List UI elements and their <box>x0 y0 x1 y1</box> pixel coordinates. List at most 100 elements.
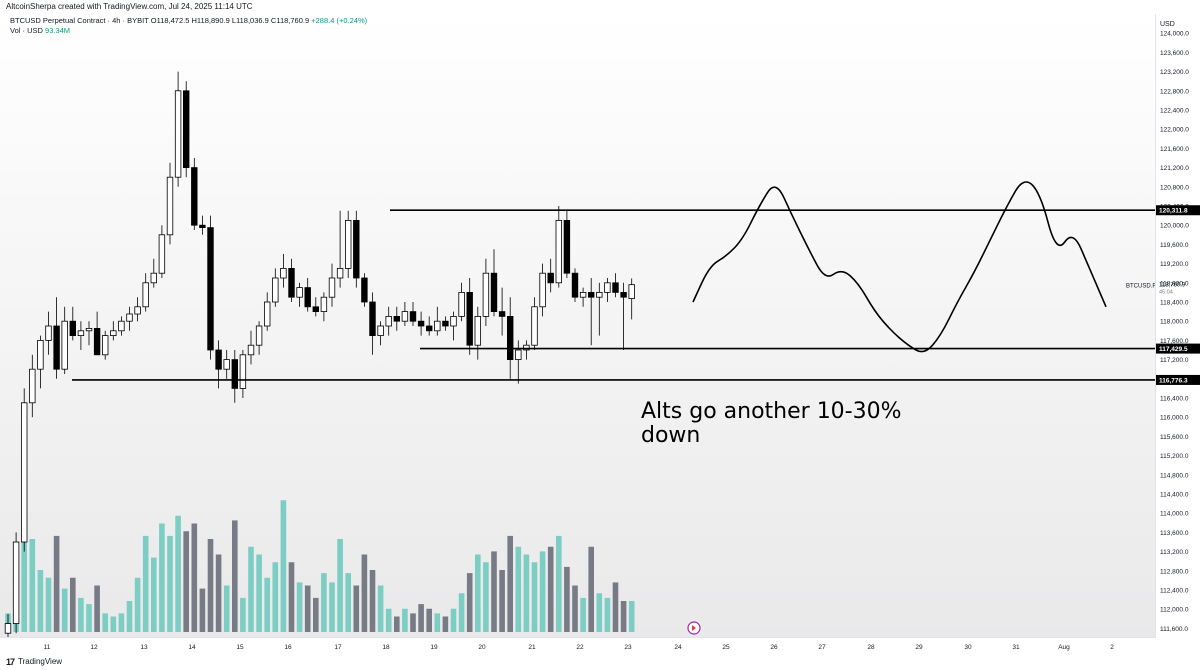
candle-body <box>401 311 409 322</box>
candle-body <box>272 277 279 303</box>
annotation-line-2: down <box>641 423 701 448</box>
level-price-tag <box>1156 374 1200 385</box>
volume-bar <box>151 557 157 632</box>
volume-bar <box>596 593 603 632</box>
candle <box>312 297 319 317</box>
replay-icon[interactable] <box>687 621 701 635</box>
candle <box>53 297 60 379</box>
candle <box>450 311 457 341</box>
text-annotation[interactable]: Alts go another 10-30% down <box>641 400 941 448</box>
candle-body <box>110 330 117 336</box>
candle <box>93 311 101 356</box>
price-tick-label: 116,000.0 <box>1160 415 1189 422</box>
volume-bar <box>78 597 84 632</box>
candle-body <box>174 90 182 178</box>
volume-bar <box>588 546 594 632</box>
volume-bar <box>159 523 165 632</box>
price-tick-label: 124,000.0 <box>1160 31 1189 38</box>
price-axis[interactable]: USD 124,000.0 123,600.0 123,200.0 122,800.0 1… <box>1155 14 1200 638</box>
time-tick-label: 30 <box>964 644 972 651</box>
candle-body <box>531 306 538 346</box>
volume-bar <box>183 531 189 632</box>
volume-bar <box>94 585 100 632</box>
legend-close: C118,760.9 <box>270 16 310 25</box>
time-tick-label: 14 <box>188 644 196 651</box>
candle <box>515 340 522 384</box>
chart-legend: BTCUSD Perpetual Contract · 4h · BYBIT O… <box>10 16 367 36</box>
candle <box>174 71 182 187</box>
volume-bar <box>604 597 611 632</box>
candle-body <box>166 176 174 236</box>
price-tick-label: 115,600.0 <box>1160 434 1189 441</box>
candle-body <box>247 344 255 356</box>
time-tick-label: 28 <box>867 644 875 651</box>
volume-bar <box>410 613 416 632</box>
candle <box>134 297 141 322</box>
price-tick-label: 123,200.0 <box>1160 69 1189 76</box>
candle-body <box>498 311 506 317</box>
last-price-text: 118,760.9 <box>1159 283 1186 289</box>
price-tick-label: 122,400.0 <box>1160 108 1189 115</box>
volume-bar <box>248 546 254 632</box>
candle-body <box>369 301 376 336</box>
volume-bar <box>61 588 68 632</box>
volume-bar <box>167 535 173 632</box>
candle-body <box>223 359 230 370</box>
volume-bar <box>475 554 481 632</box>
candle-body <box>85 327 93 332</box>
tradingview-logo[interactable]: 17 TradingView <box>6 654 62 670</box>
candle-body <box>255 325 263 346</box>
volume-bar <box>207 539 214 632</box>
legend-volume-label[interactable]: Vol · USD <box>10 26 43 35</box>
volume-bar <box>345 573 351 632</box>
candle <box>29 354 36 418</box>
candle-body <box>336 267 344 279</box>
candle-body <box>385 315 392 327</box>
time-axis[interactable]: 11 12 13 14 15 16 17 18 19 20 21 22 23 24 25 26 27 28 29 30… <box>0 637 1155 655</box>
volume-bar <box>418 604 424 632</box>
candle-body <box>280 267 287 279</box>
volume-bar <box>256 554 262 632</box>
attribution-bar: AltcoinSherpa created with TradingView.c… <box>0 0 1200 13</box>
time-tick-label: 19 <box>430 644 438 651</box>
price-tick-label: 115,200.0 <box>1160 453 1189 460</box>
chart-pane[interactable]: BTCUSD.P BTCUSD Perpetual Contract · 4h … <box>0 14 1156 643</box>
candle-body <box>288 267 295 298</box>
candle <box>490 249 498 317</box>
volume-bar <box>70 577 76 632</box>
candle <box>539 263 546 317</box>
chart-svg[interactable]: BTCUSD.P <box>0 14 1156 643</box>
time-tick-label: 18 <box>382 644 390 651</box>
candle-body <box>353 219 360 279</box>
volume-bar <box>353 585 360 632</box>
price-tick-label: 122,000.0 <box>1160 127 1189 134</box>
price-tick-label: 121,600.0 <box>1160 146 1189 153</box>
candle <box>482 258 490 326</box>
candle-body <box>61 320 68 370</box>
candle <box>555 206 562 288</box>
candle <box>506 297 514 379</box>
candle-body <box>506 315 514 360</box>
price-tick-label: 122,800.0 <box>1160 88 1189 95</box>
time-tick-label: 11 <box>44 644 51 651</box>
candle <box>466 278 473 355</box>
price-axis-svg[interactable]: USD 124,000.0 123,600.0 123,200.0 122,800.0 1… <box>1156 14 1200 638</box>
price-tick-label: 120,800.0 <box>1160 184 1189 191</box>
candle-body <box>12 541 20 624</box>
projection-path[interactable] <box>692 181 1107 353</box>
candle <box>77 321 85 350</box>
level-price-tag <box>1156 343 1200 354</box>
volume-bar <box>280 500 287 632</box>
candle-body <box>466 291 473 346</box>
volume-bar <box>434 613 441 632</box>
candle <box>142 273 149 312</box>
level-price-tag-text: 117,429.5 <box>1159 346 1188 353</box>
candle <box>37 335 44 389</box>
price-tick-label: 112,800.0 <box>1160 568 1189 575</box>
candle <box>126 306 133 331</box>
volume-bar <box>458 593 465 632</box>
legend-symbol[interactable]: BTCUSD Perpetual Contract · 4h · BYBIT <box>10 16 149 25</box>
time-axis-svg[interactable]: 11 12 13 14 15 16 17 18 19 20 21 22 23 24 25 26 27 28 29 30… <box>0 638 1155 656</box>
volume-bar <box>499 570 505 632</box>
candle-body <box>515 349 522 361</box>
